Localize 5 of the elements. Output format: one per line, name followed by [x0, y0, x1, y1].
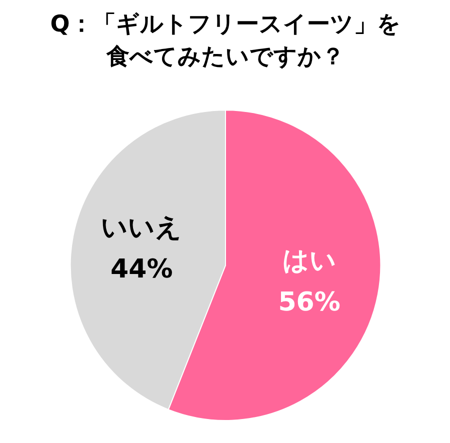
- data-label: 56%: [278, 288, 340, 318]
- chart-title: Q：「ギルトフリースイーツ」を食べてみたいですか？: [50, 12, 401, 70]
- slice-label: いいえ: [101, 212, 182, 243]
- slice-label: はい: [282, 246, 336, 276]
- data-label: 44%: [110, 254, 173, 285]
